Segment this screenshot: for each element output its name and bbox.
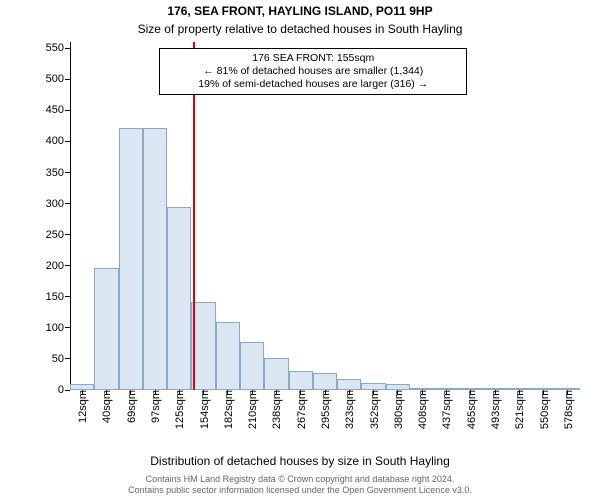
chart-container: { "title": { "line1": "176, SEA FRONT, H… (0, 0, 600, 500)
chart-subtitle: Size of property relative to detached ho… (0, 22, 600, 36)
x-axis-label: Distribution of detached houses by size … (0, 454, 600, 468)
x-tick-label: 182sqm (221, 390, 235, 429)
x-tick-label: 210sqm (245, 390, 259, 429)
x-tick-label: 40sqm (99, 390, 113, 423)
attribution: Contains HM Land Registry data © Crown c… (0, 474, 600, 496)
x-tick-label: 408sqm (415, 390, 429, 429)
plot-area: 05010015020025030035040045050055012sqm40… (70, 42, 580, 390)
x-tick-label: 12sqm (75, 390, 89, 423)
attribution-line-1: Contains HM Land Registry data © Crown c… (0, 474, 600, 485)
y-tick-label: 400 (46, 135, 70, 147)
x-tick-label: 154sqm (197, 390, 211, 429)
histogram-bar (143, 128, 167, 390)
x-tick-label: 97sqm (148, 390, 162, 423)
annotation-box: 176 SEA FRONT: 155sqm← 81% of detached h… (159, 48, 467, 95)
y-tick-label: 300 (46, 198, 70, 210)
annotation-line: 19% of semi-detached houses are larger (… (163, 78, 463, 91)
y-tick-label: 200 (46, 260, 70, 272)
histogram-bar (94, 268, 118, 390)
y-axis-line (70, 42, 71, 390)
x-tick-label: 238sqm (269, 390, 283, 429)
x-tick-label: 550sqm (537, 390, 551, 429)
histogram-bar (313, 373, 337, 390)
x-tick-label: 69sqm (124, 390, 138, 423)
y-tick-label: 150 (46, 291, 70, 303)
x-tick-label: 125sqm (172, 390, 186, 429)
histogram-bar (119, 128, 143, 390)
attribution-line-2: Contains public sector information licen… (0, 485, 600, 496)
y-tick-label: 100 (46, 322, 70, 334)
x-tick-label: 380sqm (391, 390, 405, 429)
y-tick-label: 500 (46, 73, 70, 85)
y-tick-label: 50 (52, 353, 70, 365)
histogram-bar (264, 358, 288, 390)
y-tick-label: 350 (46, 167, 70, 179)
x-tick-label: 521sqm (512, 390, 526, 429)
x-tick-label: 465sqm (464, 390, 478, 429)
x-tick-label: 295sqm (318, 390, 332, 429)
y-tick-label: 250 (46, 229, 70, 241)
x-tick-label: 578sqm (561, 390, 575, 429)
y-tick-label: 450 (46, 104, 70, 116)
histogram-bar (216, 322, 240, 390)
x-tick-label: 437sqm (439, 390, 453, 429)
histogram-bar (289, 371, 313, 390)
x-tick-label: 493sqm (488, 390, 502, 429)
histogram-bar (240, 342, 264, 390)
y-tick-label: 550 (46, 42, 70, 54)
x-tick-label: 267sqm (294, 390, 308, 429)
histogram-bar (361, 383, 385, 390)
annotation-line: ← 81% of detached houses are smaller (1,… (163, 65, 463, 78)
histogram-bar (191, 302, 215, 390)
y-tick-label: 0 (58, 384, 70, 396)
histogram-bar (337, 379, 361, 390)
x-tick-label: 352sqm (367, 390, 381, 429)
histogram-bar (167, 207, 191, 390)
annotation-line: 176 SEA FRONT: 155sqm (163, 52, 463, 65)
chart-title: 176, SEA FRONT, HAYLING ISLAND, PO11 9HP (0, 4, 600, 18)
x-tick-label: 323sqm (342, 390, 356, 429)
